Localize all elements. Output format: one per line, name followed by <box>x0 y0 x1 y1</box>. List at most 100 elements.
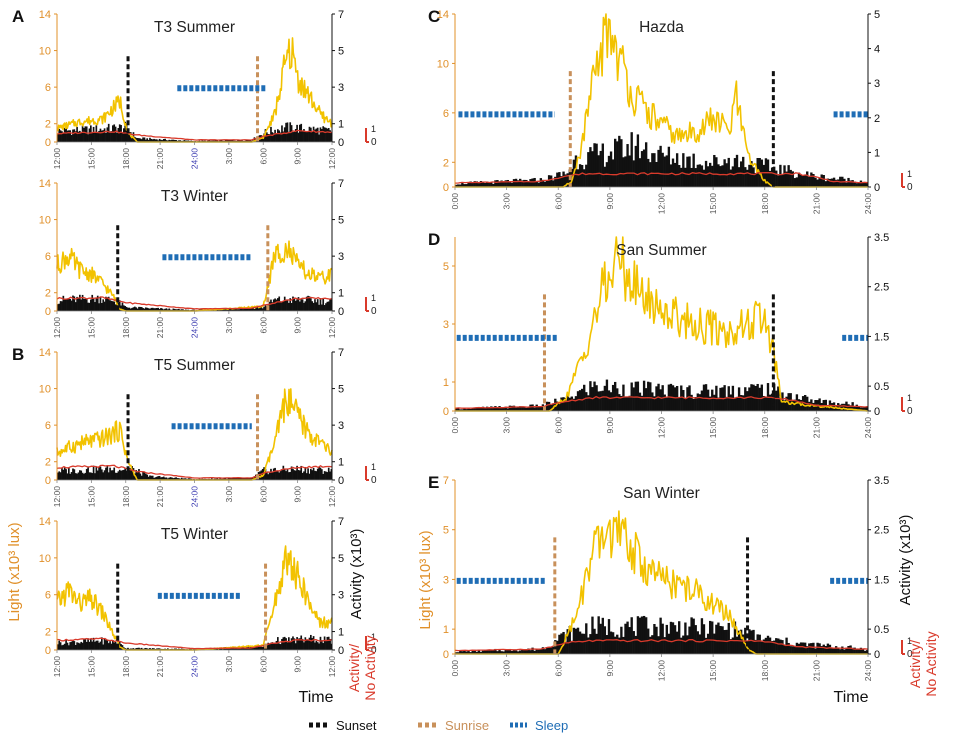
activity-bar <box>779 164 782 187</box>
activity-bar <box>281 301 283 311</box>
activity-bar <box>278 130 281 142</box>
activity-bar <box>143 137 146 142</box>
activity-bar <box>279 132 282 142</box>
chart-title: San Summer <box>616 242 706 259</box>
activity-bar <box>268 134 271 142</box>
activity-bar <box>138 138 140 142</box>
activity-bar <box>508 182 512 187</box>
activity-bar <box>112 640 114 650</box>
activity-bar <box>238 477 241 480</box>
activity-bar <box>94 132 96 142</box>
activity-bar <box>665 397 668 411</box>
activity-ratio-series <box>56 129 333 141</box>
activity-bar <box>624 623 627 654</box>
activity-bar <box>539 407 543 411</box>
activity-bar <box>305 296 308 311</box>
activity-bar <box>157 648 160 650</box>
activity-bar <box>215 140 217 142</box>
activity-bar <box>620 395 623 411</box>
activity-bar <box>314 642 316 650</box>
activity-bar <box>735 154 739 187</box>
activity-bar <box>696 164 699 187</box>
activity-bar <box>618 394 621 411</box>
activity-bar <box>158 648 161 650</box>
ratio-tick-label: 1 <box>371 293 376 303</box>
activity-bar <box>172 139 175 142</box>
activity-bar <box>63 299 66 311</box>
x-tick-label: 12:00 <box>327 317 337 339</box>
activity-bar <box>770 640 774 654</box>
activity-bar <box>274 642 276 650</box>
activity-bar <box>105 132 107 142</box>
activity-bar <box>843 403 846 411</box>
activity-bar <box>259 306 261 311</box>
activity-bar <box>675 385 679 411</box>
activity-bar <box>516 407 520 411</box>
activity-bar <box>471 407 474 411</box>
activity-bar <box>314 470 316 480</box>
activity-bar <box>828 644 832 654</box>
activity-bar <box>504 406 507 411</box>
right-tick-label: 1 <box>874 147 880 159</box>
activity-bar <box>467 182 470 187</box>
activity-bar <box>764 637 768 654</box>
right-tick-label: 1.5 <box>874 331 889 343</box>
activity-bar <box>814 648 817 654</box>
activity-bar <box>808 176 811 187</box>
x-tick-label: 12:00 <box>327 486 337 508</box>
activity-bar <box>228 308 231 311</box>
activity-bar <box>812 642 815 654</box>
activity-bar <box>220 140 223 142</box>
activity-bar <box>286 642 289 650</box>
activity-bar <box>77 297 80 311</box>
activity-bar <box>308 296 311 311</box>
activity-bar <box>731 166 735 187</box>
activity-bar <box>700 618 704 654</box>
activity-bar <box>506 649 509 654</box>
activity-bar <box>70 300 73 311</box>
activity-bar <box>806 171 809 187</box>
activity-bar <box>820 646 823 654</box>
activity-bar <box>310 298 312 311</box>
activity-bar <box>116 472 118 480</box>
left-tick-label: 10 <box>39 384 51 396</box>
activity-bar <box>153 648 155 650</box>
activity-bar <box>153 138 155 142</box>
activity-bar <box>250 307 253 311</box>
activity-bar <box>283 296 286 311</box>
activity-bar <box>510 650 514 654</box>
activity-bar <box>506 408 509 411</box>
legend-sunset-label: Sunset <box>336 718 377 733</box>
activity-bar <box>123 305 125 311</box>
activity-bar <box>286 122 289 142</box>
activity-bar <box>558 172 561 187</box>
activity-bar <box>527 407 530 411</box>
activity-bar <box>153 477 155 480</box>
activity-bar <box>217 309 220 311</box>
activity-bar <box>865 650 869 654</box>
activity-bar <box>84 298 87 311</box>
activity-bar <box>157 140 160 142</box>
activity-bar <box>473 649 476 654</box>
activity-bar <box>127 307 129 311</box>
activity-bar <box>675 153 679 187</box>
activity-bar <box>826 405 830 411</box>
activity-bar <box>671 158 675 187</box>
activity-bar <box>812 402 815 411</box>
x-tick-label: 0:00 <box>450 417 460 434</box>
activity-bar <box>585 164 588 187</box>
activity-bar <box>74 302 77 311</box>
activity-bar <box>483 407 487 411</box>
activity-bar <box>556 640 559 654</box>
activity-bar <box>123 469 125 480</box>
activity-bar <box>673 387 677 411</box>
activity-bar <box>275 470 278 480</box>
activity-bar <box>694 168 697 187</box>
activity-bar <box>297 638 300 650</box>
activity-bar <box>475 407 479 411</box>
left-tick-label: 14 <box>39 516 51 528</box>
activity-bar <box>711 389 714 411</box>
activity-bar <box>80 641 83 650</box>
activity-bar <box>587 152 590 187</box>
activity-bar <box>504 180 507 187</box>
